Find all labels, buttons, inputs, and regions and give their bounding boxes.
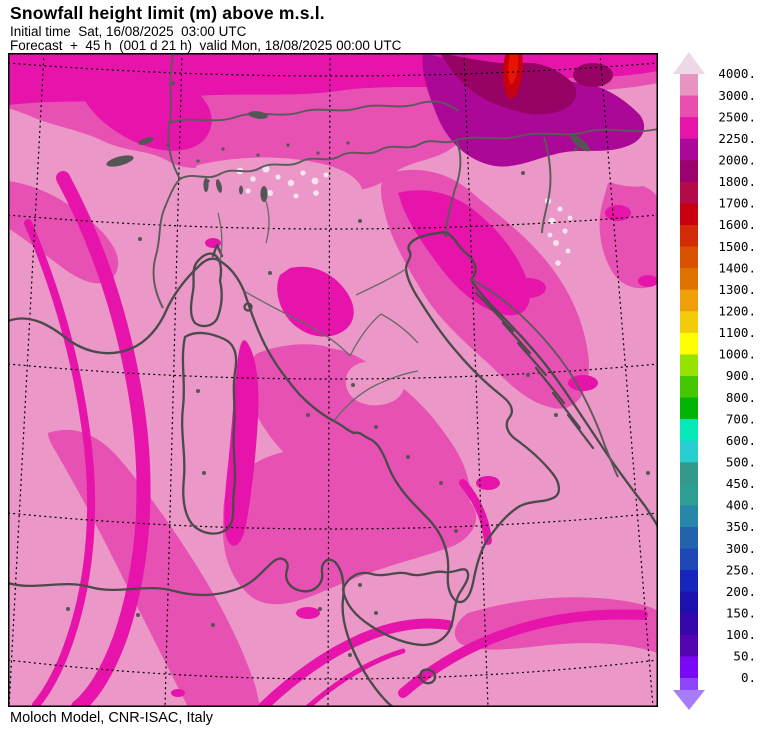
legend-segment <box>680 289 698 312</box>
legend-segment <box>680 548 698 571</box>
model-credit: Moloch Model, CNR-ISAC, Italy <box>10 710 214 726</box>
legend-segment <box>680 95 698 118</box>
legend-segment <box>680 634 698 657</box>
legend-segment <box>680 483 698 506</box>
legend-tick-label: 250. <box>726 562 756 577</box>
legend-tick-label: 4000. <box>718 66 756 81</box>
legend-tick-label: 0. <box>741 670 756 685</box>
sicily-coastline <box>341 568 470 647</box>
legend-segment <box>680 354 698 377</box>
forecast-line: Forecast + 45 h (001 d 21 h) valid Mon, … <box>10 38 402 53</box>
legend-arrow-up <box>673 52 705 74</box>
legend-segment <box>680 138 698 161</box>
legend-segment <box>680 311 698 334</box>
legend-tick-label: 2250. <box>718 131 756 146</box>
legend-tick-label: 1100. <box>718 325 756 340</box>
legend-tick-label: 1000. <box>718 347 756 362</box>
legend-tick-label: 1200. <box>718 303 756 318</box>
malta-island <box>419 668 437 685</box>
graticule <box>8 53 658 707</box>
legend-below-zero-segment <box>680 677 698 690</box>
map-dots <box>66 81 650 657</box>
legend-tick-label: 400. <box>726 498 756 513</box>
legend-segment <box>680 375 698 399</box>
legend-segment <box>680 224 698 248</box>
adriatic-islands <box>474 291 595 450</box>
corsica-coastline <box>189 252 223 328</box>
legend-segment <box>680 419 698 442</box>
elba-island <box>243 302 253 312</box>
legend-tick-label: 1300. <box>718 282 756 297</box>
legend-tick-label: 100. <box>726 627 756 642</box>
coastlines <box>8 230 658 707</box>
legend-tick-label: 900. <box>726 368 756 383</box>
legend-segment <box>680 203 698 226</box>
legend-segment <box>680 181 698 204</box>
legend-segment <box>680 656 698 679</box>
legend-arrow-down <box>673 689 705 710</box>
fill-specks-above-4000 <box>236 165 573 266</box>
legend-tick-label: 300. <box>726 541 756 556</box>
legend-tick-label: 700. <box>726 411 756 426</box>
legend-tick-label: 1500. <box>718 239 756 254</box>
legend-tick-label: 600. <box>726 433 756 448</box>
legend-tick-label: 350. <box>726 519 756 534</box>
legend-tick-label: 1600. <box>718 217 756 232</box>
legend-tick-label: 2000. <box>718 152 756 167</box>
legend-tick-label: 500. <box>726 454 756 469</box>
legend-segment <box>680 505 698 528</box>
legend-segment <box>680 462 698 485</box>
map-area <box>8 53 658 707</box>
legend-segment <box>680 526 698 550</box>
legend-segment <box>680 74 698 97</box>
legend-segment <box>680 160 698 183</box>
legend-segment <box>680 570 698 593</box>
legend-tick-label: 1800. <box>718 174 756 189</box>
sardinia-coastline <box>180 331 238 535</box>
cap-corse <box>211 243 224 258</box>
legend-tick-label: 3000. <box>718 88 756 103</box>
map-title: Snowfall height limit (m) above m.s.l. <box>10 3 325 23</box>
legend-tick-label: 450. <box>726 476 756 491</box>
legend: 4000. 3000. 2500. 2250. 2000. 1800. 1700. 1600.… <box>655 40 760 730</box>
map-frame <box>8 53 658 707</box>
legend-tick-label: 800. <box>726 390 756 405</box>
regional-borders <box>217 200 419 422</box>
legend-segment <box>680 268 698 291</box>
legend-tick-label: 150. <box>726 605 756 620</box>
legend-svg: 4000. 3000. 2500. 2250. 2000. 1800. 1700. 1600.… <box>673 52 756 710</box>
legend-tick-label: 1400. <box>718 260 756 275</box>
borders <box>152 53 658 478</box>
legend-segment <box>680 117 698 140</box>
lakes <box>106 111 590 202</box>
weather-map-svg <box>8 53 658 707</box>
legend-tick-label: 50. <box>733 649 756 664</box>
legend-segment <box>680 397 698 420</box>
legend-segment <box>680 246 698 269</box>
legend-tick-label: 1700. <box>718 196 756 211</box>
legend-segment <box>680 613 698 636</box>
legend-tick-label: 2500. <box>718 109 756 124</box>
balkan-coastline <box>444 230 658 529</box>
legend-segment <box>680 440 698 463</box>
legend-tick-label: 200. <box>726 584 756 599</box>
legend-segment <box>680 591 698 614</box>
africa-coastline <box>8 557 395 707</box>
legend-segment <box>680 332 698 355</box>
initial-time-line: Initial time Sat, 16/08/2025 03:00 UTC <box>10 24 247 39</box>
